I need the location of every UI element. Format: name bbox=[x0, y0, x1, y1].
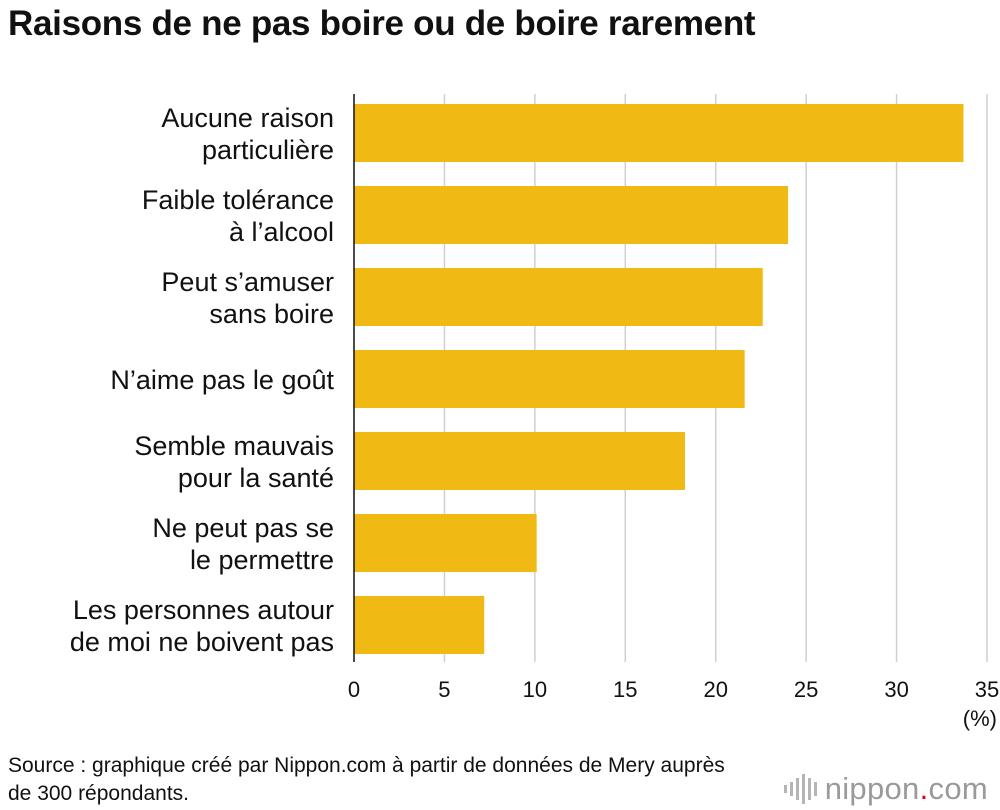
x-tick-label: 25 bbox=[794, 677, 818, 702]
x-tick-label: 10 bbox=[523, 677, 547, 702]
axis-unit-label: (%) bbox=[963, 706, 997, 731]
category-label: Ne peut pas se le permettre bbox=[152, 513, 334, 575]
value-axis: 0 5 10 15 20 25 30 35 bbox=[348, 94, 999, 702]
category-labels: Aucune raison particulière Faible toléranc… bbox=[70, 103, 335, 657]
x-tick-label: 15 bbox=[613, 677, 637, 702]
bar bbox=[354, 104, 964, 162]
category-label: Les personnes autour de moi ne boivent pa… bbox=[70, 595, 334, 657]
bar bbox=[354, 514, 537, 572]
bars bbox=[354, 104, 964, 654]
nippon-logo: nippon.com bbox=[783, 771, 988, 807]
source-note: Source : graphique créé par Nippon.com à… bbox=[8, 754, 725, 805]
bar bbox=[354, 596, 485, 654]
category-label: Semble mauvais pour la santé bbox=[134, 431, 334, 493]
bar bbox=[354, 268, 763, 326]
x-tick-label: 5 bbox=[438, 677, 450, 702]
category-label: Aucune raison particulière bbox=[161, 103, 334, 165]
logo-tld: com bbox=[928, 771, 988, 806]
category-label: N’aime pas le goût bbox=[110, 365, 334, 395]
bar bbox=[354, 432, 685, 490]
category-label: Peut s’amuser sans boire bbox=[161, 267, 334, 329]
x-tick-label: 20 bbox=[703, 677, 727, 702]
x-tick-label: 35 bbox=[975, 677, 999, 702]
logo-name: nippon bbox=[824, 771, 920, 806]
bar-chart: 0 5 10 15 20 25 30 35 Aucune raison particulière… bbox=[70, 94, 999, 731]
bar bbox=[354, 186, 789, 244]
logo-dot: . bbox=[919, 771, 929, 806]
chart-title: Raisons de ne pas boire ou de boire rare… bbox=[8, 4, 756, 43]
category-label: Faible tolérance à l’alcool bbox=[142, 185, 334, 247]
nippon-bars-icon bbox=[783, 774, 817, 804]
bar bbox=[354, 350, 745, 408]
x-tick-label: 0 bbox=[348, 677, 360, 702]
x-tick-label: 30 bbox=[884, 677, 908, 702]
logo-text: nippon.com bbox=[825, 771, 988, 807]
